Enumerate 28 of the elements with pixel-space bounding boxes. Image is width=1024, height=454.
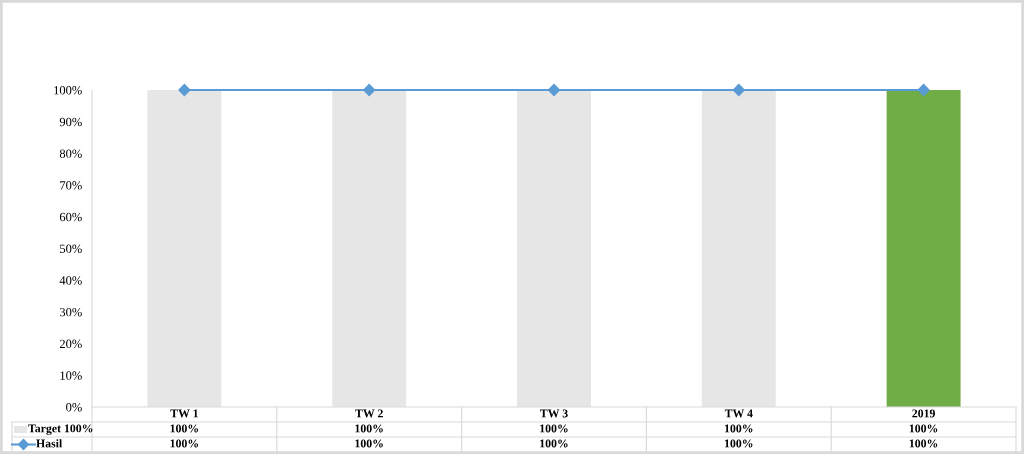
- data-label: 100%: [355, 439, 383, 448]
- data-label: 100%: [909, 424, 938, 433]
- y-tick-label: 80%: [59, 149, 82, 158]
- y-tick-label: 20%: [59, 339, 82, 349]
- y-tick-label: 70%: [60, 181, 82, 190]
- y-tick-label: 60%: [59, 212, 82, 222]
- data-label: 100%: [170, 424, 199, 433]
- y-tick-label: 10%: [60, 371, 82, 380]
- x-tick-label: TW 1: [170, 409, 198, 418]
- data-label: 100%: [724, 439, 753, 448]
- data-label: 100%: [724, 424, 753, 433]
- legend-label: Hasil: [36, 439, 63, 448]
- x-tick-label: 2019: [912, 409, 935, 418]
- x-tick-label: TW 4: [724, 409, 753, 418]
- x-tick-label: TW 2: [355, 409, 383, 418]
- y-tick-label: 50%: [60, 244, 82, 253]
- data-label: 100%: [909, 439, 938, 448]
- y-tick-label: 0%: [66, 403, 82, 412]
- data-label: 100%: [355, 424, 383, 433]
- y-tick-label: 90%: [59, 117, 82, 127]
- data-label: 100%: [170, 439, 199, 448]
- data-label: 100%: [540, 424, 568, 433]
- y-tick-label: 30%: [59, 307, 82, 317]
- y-tick-label: 40%: [59, 276, 82, 285]
- y-tick-label: 100%: [54, 86, 82, 95]
- legend-label: Target 100%: [28, 424, 93, 435]
- x-tick-label: TW 3: [540, 409, 568, 418]
- data-label: 100%: [540, 439, 568, 448]
